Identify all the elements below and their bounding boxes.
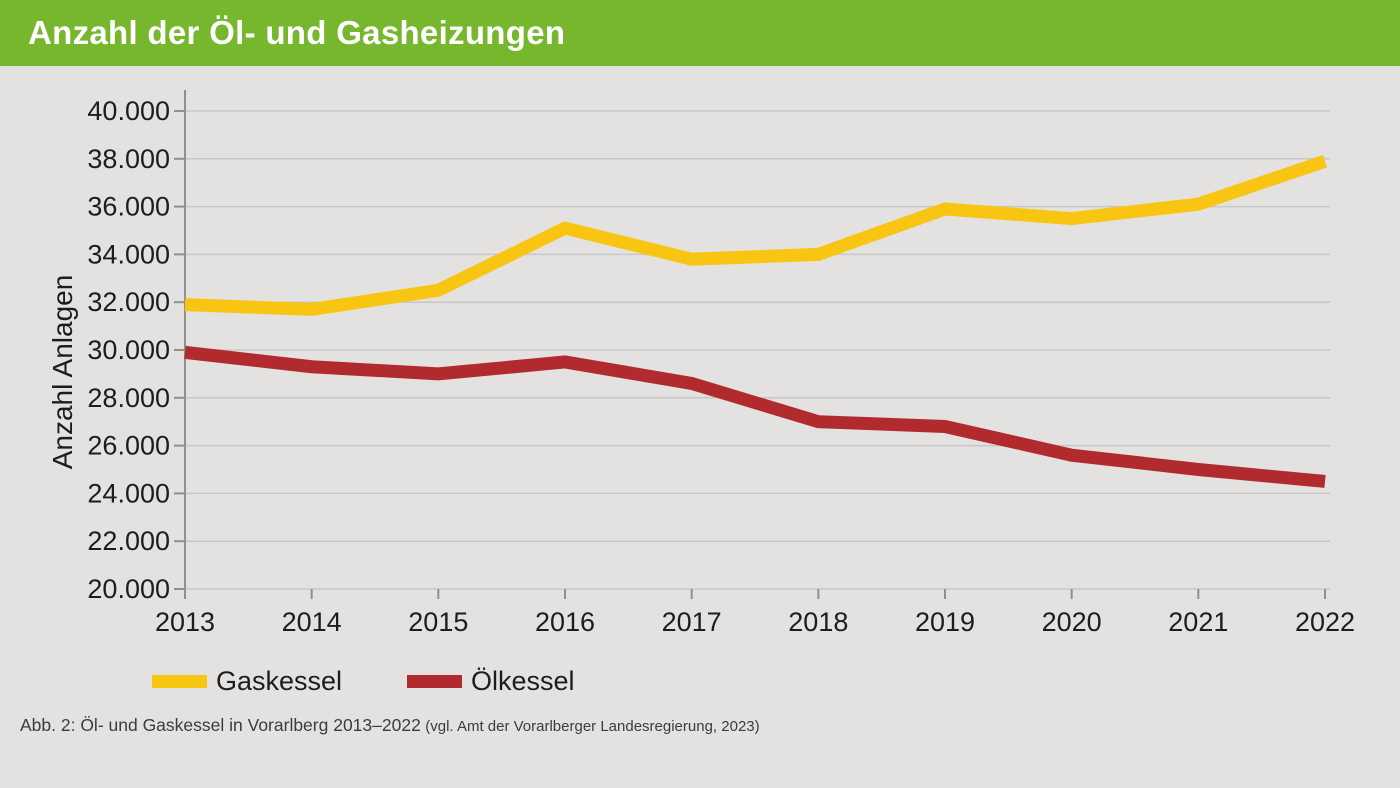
x-tick-label: 2016 <box>535 607 595 637</box>
x-tick-label: 2015 <box>408 607 468 637</box>
x-tick-label: 2020 <box>1042 607 1102 637</box>
x-tick-label: 2017 <box>662 607 722 637</box>
x-tick-label: 2014 <box>282 607 342 637</box>
legend-label-gaskessel: Gaskessel <box>216 666 343 696</box>
y-tick-label: 36.000 <box>87 192 170 222</box>
legend-item-gaskessel: Gaskessel <box>152 667 342 695</box>
y-tick-label: 32.000 <box>87 287 170 317</box>
series-line-gaskessel <box>184 155 1328 316</box>
y-axis-title: Anzahl Anlagen <box>47 275 78 470</box>
x-tick-label: 2013 <box>155 607 215 637</box>
y-tick-label: 34.000 <box>87 239 170 269</box>
figure-caption: Abb. 2: Öl- und Gaskessel in Vorarlberg … <box>20 715 760 736</box>
series-line-lkessel <box>184 345 1326 488</box>
y-tick-label: 28.000 <box>87 383 170 413</box>
x-tick-label: 2018 <box>788 607 848 637</box>
y-tick-label: 38.000 <box>87 144 170 174</box>
y-tick-label: 22.000 <box>87 526 170 556</box>
x-tick-label: 2021 <box>1168 607 1228 637</box>
legend-label-oelkessel: Ölkessel <box>471 666 575 696</box>
y-tick-label: 20.000 <box>87 574 170 604</box>
caption-text: Abb. 2: Öl- und Gaskessel in Vorarlberg … <box>20 715 421 735</box>
y-tick-label: 24.000 <box>87 478 170 508</box>
y-tick-label: 26.000 <box>87 431 170 461</box>
x-tick-label: 2022 <box>1295 607 1355 637</box>
chart-legend: Gaskessel Ölkessel <box>0 667 1400 695</box>
caption-source: (vgl. Amt der Vorarlberger Landesregieru… <box>425 718 760 735</box>
y-tick-label: 40.000 <box>87 96 170 126</box>
legend-item-oelkessel: Ölkessel <box>407 667 575 695</box>
gaskessel-line-swatch <box>152 674 207 688</box>
y-tick-label: 30.000 <box>87 335 170 365</box>
oelkessel-line-swatch <box>407 674 462 688</box>
x-tick-label: 2019 <box>915 607 975 637</box>
chart-title: Anzahl der Öl- und Gasheizungen <box>28 14 566 51</box>
header-bar: Anzahl der Öl- und Gasheizungen <box>0 0 1400 66</box>
